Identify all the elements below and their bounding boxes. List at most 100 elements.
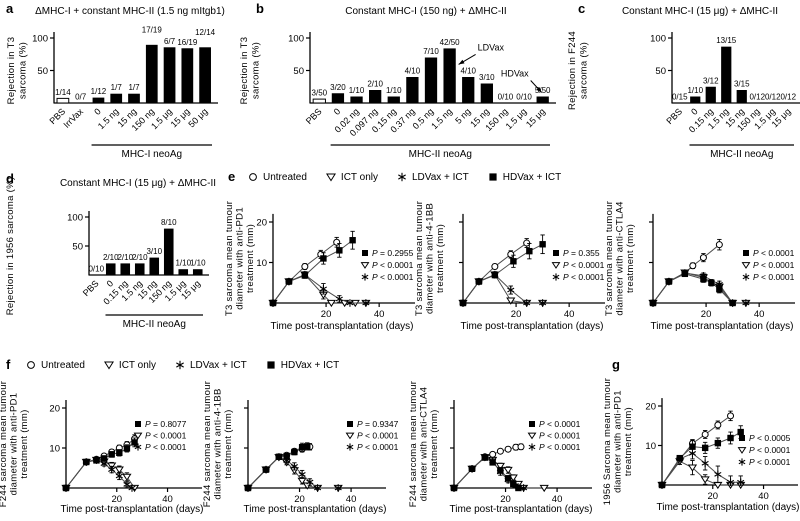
svg-text:17/19: 17/19 <box>142 25 163 34</box>
svg-text:0/12: 0/12 <box>780 93 796 102</box>
svg-text:100: 100 <box>650 34 666 45</box>
legend-item-ldvax-ict: LDVax + ICT <box>173 359 247 371</box>
svg-text:Time post-transplantation (day: Time post-transplantation (days) <box>656 502 799 513</box>
svg-text:20: 20 <box>645 402 656 413</box>
svg-text:treatment (mm): treatment (mm) <box>223 409 234 478</box>
bar <box>92 97 105 103</box>
series-ldvax-ict <box>658 447 745 489</box>
panel-letter-c: c <box>578 1 586 16</box>
bar <box>387 96 400 103</box>
svg-text:treatment (mm): treatment (mm) <box>435 224 446 293</box>
legend-label: LDVax + ICT <box>189 359 247 371</box>
svg-text:F244 sarcoma mean tumour: F244 sarcoma mean tumour <box>408 381 419 508</box>
bar <box>690 96 701 103</box>
svg-text:100: 100 <box>67 213 83 224</box>
panel-letter-g: g <box>612 357 620 372</box>
p-value: P < 0.0001 <box>753 260 795 270</box>
svg-text:4/10: 4/10 <box>405 67 421 76</box>
svg-text:1/10: 1/10 <box>190 259 206 268</box>
svg-text:50 μg: 50 μg <box>186 106 209 129</box>
panel-g: g 20 40 10 20 P < 0.0005 P < 0.0001 P < 0.0001… <box>602 356 800 521</box>
svg-text:Rejection in T3: Rejection in T3 <box>6 37 17 105</box>
bar <box>536 96 549 103</box>
svg-text:HDVax: HDVax <box>501 69 529 79</box>
svg-text:40: 40 <box>552 494 563 505</box>
panel-title-c: Constant MHC-I (15 μg) + ΔMHC-II <box>621 6 779 17</box>
p-value: P = 0.2955 <box>372 248 414 258</box>
svg-text:sarcoma (%): sarcoma (%) <box>579 42 590 99</box>
series-ict-only <box>268 271 371 308</box>
panel-a: a ΔMHC-I + constant MHC-II (1.5 ng mItgb… <box>0 0 230 170</box>
svg-text:IrrVax: IrrVax <box>62 106 86 130</box>
p-value: P = 0.355 <box>563 248 600 258</box>
p-value: P < 0.0001 <box>145 431 187 441</box>
bar <box>406 77 419 103</box>
bar <box>163 47 176 103</box>
svg-text:50: 50 <box>37 66 48 77</box>
svg-text:Time post-transplantation (day: Time post-transplantation (days) <box>60 504 203 515</box>
circle-marker-icon <box>27 361 35 369</box>
series-hdvax-ict <box>62 437 138 492</box>
series-ict-only <box>458 271 548 308</box>
svg-text:T3 sarcoma mean tumour: T3 sarcoma mean tumour <box>414 201 425 316</box>
asterisk-marker-icon <box>398 172 406 182</box>
svg-text:diameter with anti-4-1BB: diameter with anti-4-1BB <box>425 203 436 314</box>
svg-text:100: 100 <box>288 34 304 45</box>
arrowhead <box>458 59 465 65</box>
series-untreated <box>62 434 139 492</box>
panel-d: d Constant MHC-I (15 μg) + ΔMHC-II 50 100… <box>0 170 232 360</box>
svg-text:0: 0 <box>92 106 103 117</box>
svg-text:10: 10 <box>645 441 656 452</box>
svg-text:LDVax: LDVax <box>478 42 505 52</box>
svg-text:treatment (mm): treatment (mm) <box>625 224 636 293</box>
svg-text:15 μg: 15 μg <box>524 106 547 129</box>
series-hdvax-ict <box>269 230 356 307</box>
legend-label: HDVax + ICT <box>280 359 340 371</box>
svg-text:3/50: 3/50 <box>312 89 328 98</box>
series-hdvax-ict <box>649 270 736 307</box>
panel-b: b Constant MHC-I (150 ng) + ΔMHC-II 50 10… <box>230 0 560 170</box>
arrowhead <box>536 86 542 93</box>
legend-label: LDVax + ICT <box>411 171 469 183</box>
svg-text:Time post-transplantation (day: Time post-transplantation (days) <box>449 504 592 515</box>
legend-label: Untreated <box>41 359 85 371</box>
svg-text:diameter with anti-4-1BB: diameter with anti-4-1BB <box>213 388 224 499</box>
svg-text:1/7: 1/7 <box>111 83 123 92</box>
svg-text:1/10: 1/10 <box>349 86 365 95</box>
svg-text:Time post-transplantation (day: Time post-transplantation (days) <box>243 504 386 515</box>
svg-text:0/12: 0/12 <box>765 93 781 102</box>
svg-text:3/12: 3/12 <box>703 76 719 85</box>
svg-text:1956 Sarcoma mean tumour: 1956 Sarcoma mean tumour <box>602 378 613 506</box>
line-chart-group: 20 40 10 20 P < 0.0005 P < 0.0001 P < 0.0001 19… <box>602 378 800 513</box>
asterisk-marker-icon <box>176 360 184 370</box>
triangle-marker-icon <box>325 173 336 182</box>
p-value: P < 0.0001 <box>539 419 581 429</box>
svg-text:0/10: 0/10 <box>88 265 104 274</box>
bar <box>149 257 160 275</box>
bar <box>110 93 123 103</box>
svg-text:10: 10 <box>256 258 267 269</box>
svg-text:T3 sarcoma mean tumour: T3 sarcoma mean tumour <box>604 201 615 316</box>
bar <box>128 93 140 103</box>
svg-text:0/10: 0/10 <box>498 93 514 102</box>
svg-text:0/7: 0/7 <box>75 93 87 102</box>
line-chart-group: 20 40 P < 0.0001 P < 0.0001 P < 0.0001 T3 sar… <box>604 201 795 332</box>
svg-text:13/15: 13/15 <box>716 36 737 45</box>
svg-text:treatment (mm): treatment (mm) <box>429 409 440 478</box>
bar <box>462 77 475 103</box>
svg-text:treatment (mm): treatment (mm) <box>19 409 30 478</box>
p-value: P < 0.0001 <box>357 431 399 441</box>
p-value: P < 0.0001 <box>372 260 414 270</box>
svg-text:diameter with anti-CTLA4: diameter with anti-CTLA4 <box>615 201 626 315</box>
legend-item-untreated: Untreated <box>246 171 307 183</box>
line-chart-group: 20 40 P = 0.355 P < 0.0001 P < 0.0001 T3 sarc… <box>414 201 605 332</box>
svg-text:2/10: 2/10 <box>132 253 148 262</box>
svg-text:sarcoma (%): sarcoma (%) <box>251 42 262 99</box>
